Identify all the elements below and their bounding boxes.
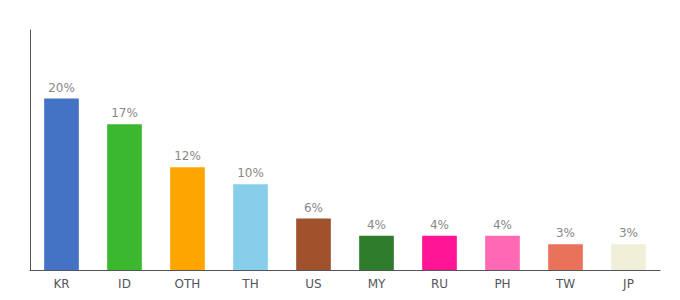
svg-text:OTH: OTH xyxy=(175,277,201,291)
svg-text:4%: 4% xyxy=(430,218,449,232)
svg-text:PH: PH xyxy=(494,277,510,291)
svg-text:RU: RU xyxy=(431,277,448,291)
svg-text:JP: JP xyxy=(622,277,634,291)
svg-text:12%: 12% xyxy=(174,149,201,163)
svg-text:TW: TW xyxy=(555,277,575,291)
svg-text:10%: 10% xyxy=(237,166,264,180)
svg-text:3%: 3% xyxy=(556,226,575,240)
svg-text:20%: 20% xyxy=(48,81,75,95)
svg-text:TH: TH xyxy=(241,277,258,291)
svg-text:MY: MY xyxy=(368,277,386,291)
svg-text:4%: 4% xyxy=(493,218,512,232)
svg-text:KR: KR xyxy=(53,277,69,291)
svg-text:6%: 6% xyxy=(304,201,323,215)
svg-text:4%: 4% xyxy=(367,218,386,232)
svg-text:3%: 3% xyxy=(619,226,638,240)
svg-text:US: US xyxy=(305,277,321,291)
svg-text:ID: ID xyxy=(118,277,131,291)
svg-text:17%: 17% xyxy=(111,106,138,120)
